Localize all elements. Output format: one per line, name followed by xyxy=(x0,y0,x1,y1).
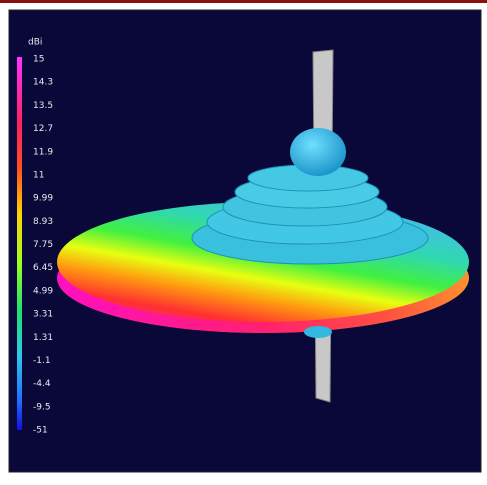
colorbar-tick-label: 1.31 xyxy=(33,333,53,343)
radiation-pattern-view: dBi 15 14.3 13.5 12.7 11.9 11 9.99 8.93 7.75 6.45… xyxy=(0,0,487,481)
colorbar-tick-label: 9.99 xyxy=(33,194,53,204)
top-border xyxy=(0,0,487,3)
colorbar-tick-label: 4.99 xyxy=(33,286,53,296)
colorbar-tick-label: 13.5 xyxy=(33,101,53,111)
colorbar-tick-label: 11 xyxy=(33,170,44,180)
colorbar-tick-label: 3.31 xyxy=(33,310,53,320)
colorbar-tick-label: 15 xyxy=(33,55,44,65)
colorbar-unit: dBi xyxy=(28,38,42,48)
colorbar-tick-label: -1.1 xyxy=(33,356,51,366)
colorbar-tick-label: 12.7 xyxy=(33,124,53,134)
colorbar-tick-label: 7.75 xyxy=(33,240,53,250)
colorbar-tick-label: 11.9 xyxy=(33,147,53,157)
colorbar-tick-label: -9.5 xyxy=(33,402,51,412)
top-lobe xyxy=(290,128,346,176)
colorbar-tick-label: 6.45 xyxy=(33,263,53,273)
colorbar-tick-label: 14.3 xyxy=(33,78,53,88)
colorbar-tick-label: 8.93 xyxy=(33,217,53,227)
colorbar-tick-label: -51 xyxy=(33,426,48,436)
colorbar xyxy=(17,57,22,430)
bottom-lobe xyxy=(304,326,332,338)
colorbar-tick-label: -4.4 xyxy=(33,379,51,389)
